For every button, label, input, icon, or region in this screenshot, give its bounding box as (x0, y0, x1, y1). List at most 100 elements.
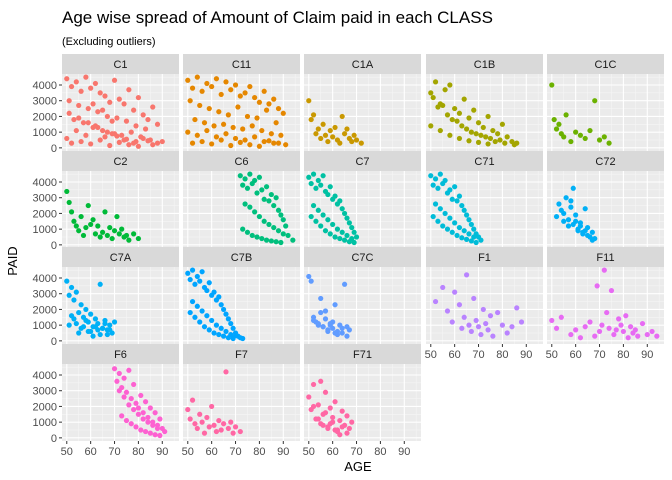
data-point (456, 193, 463, 199)
data-point (95, 327, 101, 333)
x-tick-label: 90 (156, 446, 168, 458)
data-point (341, 237, 348, 243)
data-point (133, 138, 139, 145)
data-point (66, 110, 72, 116)
data-point (573, 218, 579, 224)
data-point (131, 107, 137, 113)
data-point (452, 289, 458, 295)
x-tick-label: 70 (593, 349, 605, 361)
data-point (254, 234, 260, 240)
panel-background (304, 74, 421, 151)
data-point (341, 210, 348, 217)
data-point (322, 228, 329, 234)
data-point (192, 281, 198, 287)
facet-panel-c11: C11 (183, 54, 300, 151)
data-point (157, 432, 163, 439)
data-point (104, 331, 110, 338)
data-point (499, 121, 506, 127)
data-point (511, 142, 517, 148)
facet-strip-label: C1C (594, 59, 616, 71)
data-point (487, 313, 494, 319)
data-point (337, 432, 343, 438)
data-point (584, 232, 591, 239)
data-point (78, 88, 84, 94)
data-point (339, 206, 345, 212)
data-point (114, 115, 120, 121)
data-point (225, 425, 231, 432)
data-point (483, 320, 489, 327)
facet-panel-c2: C2 0 1000 2000 3000 4000 (33, 151, 179, 252)
data-point (66, 292, 72, 298)
data-point (228, 320, 234, 327)
data-point (315, 126, 321, 132)
data-point (187, 416, 193, 422)
data-point (290, 237, 296, 243)
data-point (242, 201, 248, 207)
data-point (313, 185, 319, 191)
data-point (228, 87, 234, 93)
y-tick-label: 0 (51, 336, 57, 348)
data-point (123, 136, 130, 142)
data-point (332, 399, 338, 405)
data-point (116, 388, 122, 394)
x-tick-label: 90 (641, 349, 653, 361)
y-tick-label: 4000 (33, 80, 57, 92)
data-point (121, 101, 127, 107)
data-point (185, 129, 191, 135)
data-point (475, 324, 482, 330)
data-point (68, 83, 75, 90)
data-point (97, 137, 103, 143)
data-point (102, 209, 108, 215)
data-point (131, 406, 137, 413)
facet-strip-label: F1 (478, 252, 491, 264)
data-point (346, 425, 352, 432)
data-point (213, 134, 220, 140)
data-point (471, 226, 477, 232)
data-point (487, 135, 494, 142)
data-point (216, 331, 222, 338)
data-point (344, 413, 350, 419)
y-axis-title: PAID (5, 246, 20, 275)
data-point (150, 104, 156, 110)
data-point (283, 223, 289, 229)
data-point (201, 324, 208, 330)
data-point (218, 302, 224, 308)
data-point (587, 127, 593, 134)
data-point (204, 80, 210, 87)
data-point (271, 224, 277, 231)
y-tick-label: 0 (51, 240, 57, 252)
data-point (485, 113, 491, 120)
data-point (430, 94, 436, 101)
y-tick-label: 4000 (33, 370, 57, 382)
data-point (213, 428, 220, 435)
data-point (261, 196, 267, 202)
data-point (449, 116, 455, 123)
facet-strip-label: C72 (595, 156, 615, 168)
data-point (114, 133, 120, 139)
x-tick-label: 80 (617, 349, 629, 361)
data-point (119, 413, 125, 419)
data-point (204, 127, 210, 134)
facet-strip-label: C11 (232, 59, 251, 71)
data-point (66, 98, 72, 104)
data-point (71, 297, 77, 303)
facet-strip (426, 247, 543, 267)
data-point (582, 135, 588, 142)
data-point (568, 331, 574, 338)
data-point (145, 116, 151, 123)
data-point (346, 220, 352, 226)
data-point (327, 231, 333, 237)
data-point (278, 239, 284, 246)
data-point (123, 232, 130, 239)
data-point (280, 231, 286, 237)
data-point (189, 85, 196, 91)
data-point (330, 134, 336, 140)
data-point (256, 99, 263, 105)
data-point (104, 232, 110, 239)
data-point (563, 195, 569, 201)
data-point (573, 129, 579, 135)
data-point (310, 112, 317, 118)
data-point (135, 411, 142, 417)
x-tick-label: 60 (449, 349, 461, 361)
data-point (608, 287, 615, 294)
